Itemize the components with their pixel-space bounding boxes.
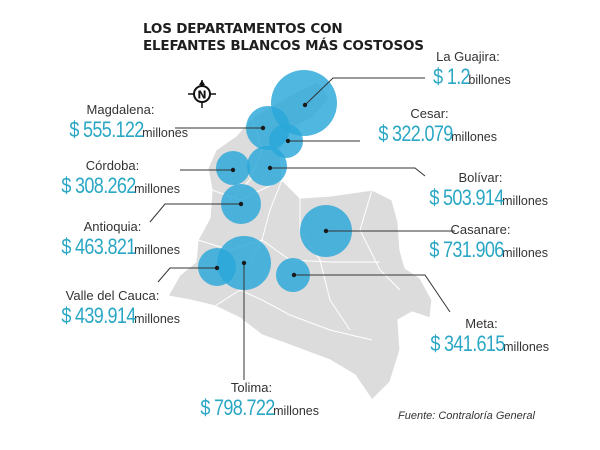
label-valle-del-cauca: Valle del Cauca: $ 439.914 millones — [45, 288, 180, 331]
label-tolima: Tolima: $ 798.722 millones — [184, 380, 319, 423]
department-value: $ 555.122 — [69, 117, 144, 142]
department-value: $ 798.722 — [200, 395, 275, 420]
department-name: Magdalena: — [86, 102, 155, 117]
department-name: Valle del Cauca: — [65, 288, 160, 303]
department-name: Cesar: — [410, 106, 449, 121]
department-name: Meta: — [465, 316, 498, 331]
bubble-bolivar — [247, 146, 287, 186]
department-name: Tolima: — [230, 380, 273, 395]
department-value: $ 463.821 — [61, 234, 136, 259]
department-value: $ 503.914 — [429, 185, 504, 210]
department-name: Antioquia: — [83, 219, 142, 234]
label-cesar: Cesar: $ 322.079 millones — [362, 106, 497, 149]
bubble-centers — [214, 102, 329, 278]
title-line-2: ELEFANTES BLANCOS MÁS COSTOSOS — [143, 38, 424, 54]
label-casanare: Casanare: $ 731.906 millones — [413, 222, 548, 265]
department-value: $ 322.079 — [378, 121, 453, 146]
department-name: Casanare: — [450, 222, 511, 237]
label-bolivar: Bolívar: $ 503.914 millones — [413, 170, 548, 213]
label-la-guajira: La Guajira: $ 1.2 billones — [425, 49, 511, 92]
label-cordoba: Córdoba: $ 308.262 millones — [45, 158, 180, 201]
department-name: Córdoba: — [85, 158, 140, 173]
department-value: $ 439.914 — [61, 303, 136, 328]
label-meta: Meta: $ 341.615 millones — [414, 316, 549, 359]
department-name: Bolívar: — [458, 170, 503, 185]
department-name: La Guajira: — [436, 49, 500, 64]
department-value: $ 731.906 — [429, 237, 504, 262]
chart-title: LOS DEPARTAMENTOS CON ELEFANTES BLANCOS … — [143, 21, 424, 55]
source-note: Fuente: Contraloría General — [398, 410, 535, 422]
department-value: $ 341.615 — [430, 331, 505, 356]
label-magdalena: Magdalena: $ 555.122 millones — [53, 102, 188, 145]
department-value: $ 1.2 — [433, 64, 471, 89]
leader-lines — [149, 77, 455, 380]
label-antioquia: Antioquia: $ 463.821 millones — [45, 219, 180, 262]
title-line-1: LOS DEPARTAMENTOS CON — [143, 21, 343, 37]
svg-text:N: N — [197, 89, 206, 102]
compass-north-icon: N — [188, 80, 216, 108]
department-value: $ 308.262 — [61, 173, 136, 198]
